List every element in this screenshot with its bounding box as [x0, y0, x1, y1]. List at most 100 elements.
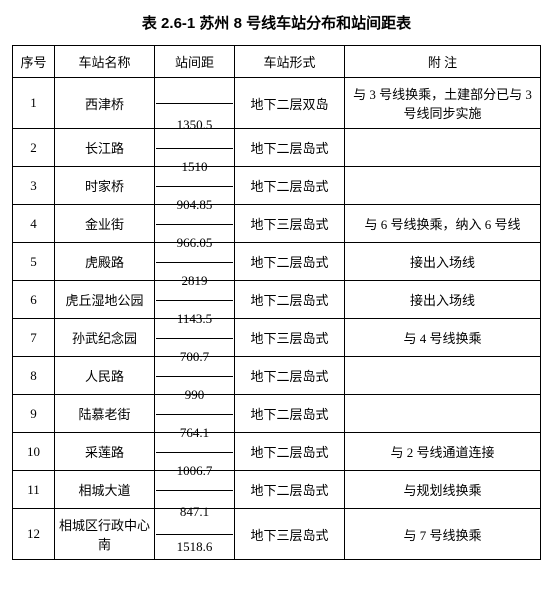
table-row: 7孙武纪念园地下三层岛式与 4 号线换乘 [13, 319, 541, 338]
cell-dist-half [155, 78, 235, 104]
dist-divider [156, 148, 233, 149]
cell-name: 长江路 [55, 129, 155, 167]
cell-form: 地下三层岛式 [235, 509, 345, 560]
cell-dist-half [155, 395, 235, 414]
cell-name: 虎丘湿地公园 [55, 281, 155, 319]
cell-note [345, 167, 541, 205]
table-row: 5虎殿路地下二层岛式接出入场线 [13, 243, 541, 262]
cell-dist-half [155, 129, 235, 148]
dist-divider [156, 262, 233, 263]
cell-dist-half [155, 319, 235, 338]
cell-form: 地下二层岛式 [235, 243, 345, 281]
cell-dist-half [155, 338, 235, 357]
cell-seq: 9 [13, 395, 55, 433]
cell-name: 金业街 [55, 205, 155, 243]
cell-note: 与 7 号线换乘 [345, 509, 541, 560]
cell-form: 地下二层岛式 [235, 433, 345, 471]
table-row: 1西津桥地下二层双岛与 3 号线换乘，土建部分已与 3 号线同步实施 [13, 78, 541, 104]
cell-seq: 12 [13, 509, 55, 560]
cell-name: 孙武纪念园 [55, 319, 155, 357]
dist-divider [156, 224, 233, 225]
cell-dist-half [155, 471, 235, 490]
cell-dist-half [155, 490, 235, 509]
table-title: 表 2.6-1 苏州 8 号线车站分布和站间距表 [12, 12, 541, 33]
table-row: 2长江路地下二层岛式 [13, 129, 541, 148]
cell-seq: 7 [13, 319, 55, 357]
cell-name: 人民路 [55, 357, 155, 395]
cell-form: 地下三层岛式 [235, 319, 345, 357]
cell-note: 接出入场线 [345, 281, 541, 319]
cell-form: 地下三层岛式 [235, 205, 345, 243]
cell-dist-half [155, 243, 235, 262]
cell-note: 与 2 号线通道连接 [345, 433, 541, 471]
cell-dist-half [155, 414, 235, 433]
table-row: 11相城大道地下二层岛式与规划线换乘 [13, 471, 541, 490]
th-dist: 站间距 [155, 46, 235, 78]
table-row: 3时家桥地下二层岛式 [13, 167, 541, 186]
cell-name: 相城大道 [55, 471, 155, 509]
th-form: 车站形式 [235, 46, 345, 78]
cell-seq: 2 [13, 129, 55, 167]
cell-name: 相城区行政中心南 [55, 509, 155, 560]
dist-divider [156, 376, 233, 377]
dist-divider [156, 186, 233, 187]
cell-dist-half [155, 262, 235, 281]
dist-divider [156, 103, 233, 104]
cell-form: 地下二层双岛 [235, 78, 345, 129]
cell-dist-half [155, 148, 235, 167]
cell-form: 地下二层岛式 [235, 471, 345, 509]
cell-form: 地下二层岛式 [235, 395, 345, 433]
table-row: 6虎丘湿地公园地下二层岛式接出入场线 [13, 281, 541, 300]
cell-dist-half [155, 509, 235, 535]
cell-seq: 4 [13, 205, 55, 243]
table-row: 9陆慕老街地下二层岛式 [13, 395, 541, 414]
cell-form: 地下二层岛式 [235, 167, 345, 205]
cell-dist-half [155, 186, 235, 205]
cell-dist-half [155, 452, 235, 471]
cell-note: 与 4 号线换乘 [345, 319, 541, 357]
cell-dist-half [155, 103, 235, 129]
cell-name: 虎殿路 [55, 243, 155, 281]
cell-dist-half [155, 300, 235, 319]
table-row: 10采莲路地下二层岛式与 2 号线通道连接 [13, 433, 541, 452]
dist-divider [156, 300, 233, 301]
cell-seq: 6 [13, 281, 55, 319]
dist-divider [156, 534, 233, 535]
cell-seq: 8 [13, 357, 55, 395]
dist-divider [156, 338, 233, 339]
th-note: 附 注 [345, 46, 541, 78]
table-wrap: 序号 车站名称 站间距 车站形式 附 注 1西津桥地下二层双岛与 3 号线换乘，… [12, 45, 541, 560]
cell-name: 陆慕老街 [55, 395, 155, 433]
cell-dist-half [155, 224, 235, 243]
cell-seq: 3 [13, 167, 55, 205]
cell-form: 地下二层岛式 [235, 281, 345, 319]
cell-note: 与 3 号线换乘，土建部分已与 3 号线同步实施 [345, 78, 541, 129]
cell-note [345, 129, 541, 167]
cell-name: 西津桥 [55, 78, 155, 129]
cell-seq: 10 [13, 433, 55, 471]
th-seq: 序号 [13, 46, 55, 78]
cell-seq: 11 [13, 471, 55, 509]
cell-dist-half [155, 534, 235, 560]
cell-dist-half [155, 376, 235, 395]
cell-seq: 1 [13, 78, 55, 129]
table-row: 12相城区行政中心南地下三层岛式与 7 号线换乘 [13, 509, 541, 535]
th-name: 车站名称 [55, 46, 155, 78]
cell-dist-half [155, 281, 235, 300]
cell-form: 地下二层岛式 [235, 129, 345, 167]
table-row: 4金业街地下三层岛式与 6 号线换乘，纳入 6 号线 [13, 205, 541, 224]
cell-seq: 5 [13, 243, 55, 281]
dist-divider [156, 414, 233, 415]
cell-dist-half [155, 205, 235, 224]
cell-note: 与规划线换乘 [345, 471, 541, 509]
cell-dist-half [155, 357, 235, 376]
cell-note [345, 357, 541, 395]
header-row: 序号 车站名称 站间距 车站形式 附 注 [13, 46, 541, 78]
cell-form: 地下二层岛式 [235, 357, 345, 395]
cell-note: 与 6 号线换乘，纳入 6 号线 [345, 205, 541, 243]
cell-name: 时家桥 [55, 167, 155, 205]
dist-divider [156, 490, 233, 491]
cell-dist-half [155, 167, 235, 186]
station-table: 序号 车站名称 站间距 车站形式 附 注 1西津桥地下二层双岛与 3 号线换乘，… [12, 45, 541, 560]
cell-note [345, 395, 541, 433]
